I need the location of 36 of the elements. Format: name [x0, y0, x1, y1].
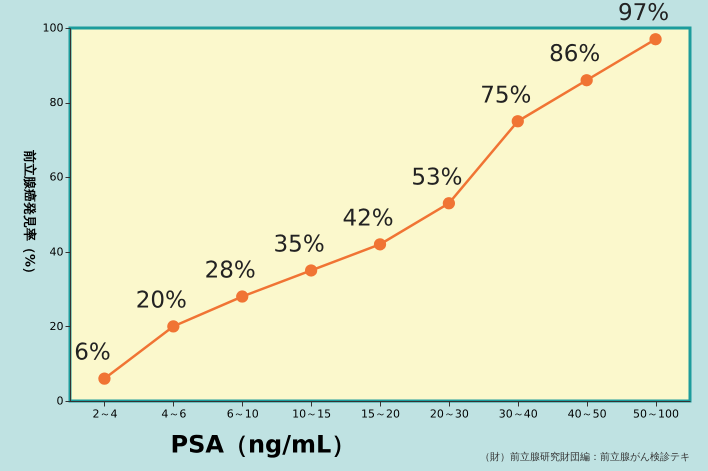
point: [304, 264, 318, 277]
point: [167, 320, 180, 333]
point: [98, 372, 111, 385]
text: （財）前立腺研究財団編：前立腺がん検診テキ: [480, 451, 690, 463]
text: 53%: [411, 164, 462, 190]
y-tick-label: 0: [56, 394, 64, 408]
point: [236, 290, 248, 303]
y-tick-label: 20: [50, 320, 64, 333]
x-tick-label: 20～30: [430, 408, 469, 420]
x-tick-label: 10～15: [292, 408, 332, 420]
x-tick-label: 2～4: [92, 408, 118, 420]
y-tick-label: 100: [42, 22, 64, 34]
x-tick-label: 6～10: [226, 408, 259, 420]
point: [649, 33, 662, 46]
text: 42%: [342, 205, 394, 232]
x-tick-label: 4～6: [161, 408, 186, 420]
y-tick-label: 40: [50, 245, 64, 258]
text: 35%: [274, 231, 325, 258]
point: [442, 197, 456, 210]
point: [374, 238, 386, 250]
text: 28%: [204, 258, 256, 284]
x-axis-title: PSA（ng/mL）: [170, 430, 356, 458]
text: 86%: [549, 41, 600, 68]
y-tick-label: 60: [50, 170, 64, 184]
point: [512, 115, 524, 128]
text: 97%: [618, 0, 670, 26]
text: 20%: [136, 287, 187, 314]
point: [580, 74, 593, 86]
x-tick-label: 15～20: [361, 408, 400, 420]
y-tick-label: 80: [50, 96, 64, 110]
x-tick-label: 50～100: [633, 408, 680, 420]
x-tick-label: 40～50: [568, 408, 607, 420]
text: 6%: [74, 340, 111, 366]
y-axis-title: 前立腺癌発見率（%）: [22, 148, 38, 280]
text: 75%: [480, 82, 532, 108]
x-tick-label: 30～40: [498, 408, 538, 420]
